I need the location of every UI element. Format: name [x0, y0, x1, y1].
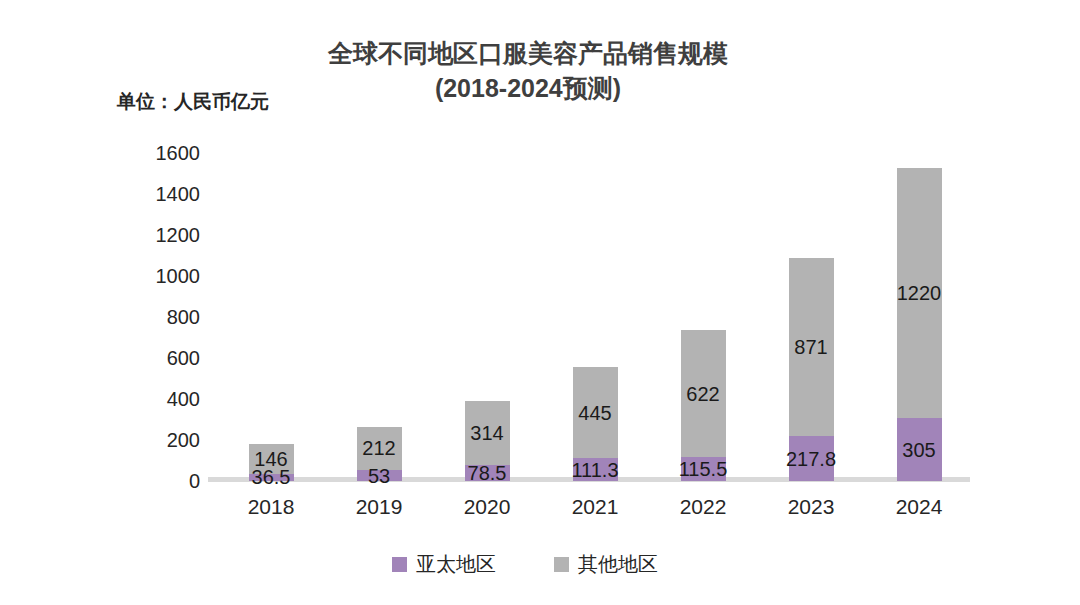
unit-label: 单位：人民币亿元 — [117, 89, 269, 115]
bar-value-2020-apac: 78.5 — [442, 461, 532, 485]
y-tick-label-1400: 1400 — [100, 182, 200, 206]
bar-value-2023-apac: 217.8 — [766, 447, 856, 471]
bar-value-2022-apac: 115.5 — [658, 457, 748, 481]
x-tick-label-2021: 2021 — [541, 495, 649, 519]
y-tick-label-0: 0 — [100, 469, 200, 493]
bar-value-2021-apac: 111.3 — [550, 458, 640, 482]
y-tick-label-600: 600 — [100, 346, 200, 370]
x-tick-label-2018: 2018 — [217, 495, 325, 519]
x-tick-label-2023: 2023 — [757, 495, 865, 519]
legend-item-other: 其他地区 — [554, 551, 658, 578]
y-tick-label-400: 400 — [100, 387, 200, 411]
chart-canvas: 全球不同地区口服美容产品销售规模 (2018-2024预测) 单位：人民币亿元 … — [0, 0, 1080, 605]
x-tick-label-2020: 2020 — [433, 495, 541, 519]
y-tick-label-1200: 1200 — [100, 223, 200, 247]
y-tick-label-1000: 1000 — [100, 264, 200, 288]
legend-swatch-icon — [554, 557, 569, 572]
legend-swatch-icon — [392, 557, 407, 572]
y-tick-label-800: 800 — [100, 305, 200, 329]
bar-value-2023-other: 871 — [766, 335, 856, 359]
bar-value-2021-other: 445 — [550, 401, 640, 425]
legend-item-apac: 亚太地区 — [392, 551, 496, 578]
x-tick-label-2022: 2022 — [649, 495, 757, 519]
bar-value-2018-other: 146 — [226, 447, 316, 471]
bar-value-2020-other: 314 — [442, 421, 532, 445]
bar-value-2024-other: 1220 — [874, 281, 964, 305]
legend-label: 其他地区 — [578, 551, 658, 578]
bar-value-2022-other: 622 — [658, 382, 748, 406]
legend: 亚太地区 其他地区 — [0, 551, 1050, 578]
x-tick-label-2019: 2019 — [325, 495, 433, 519]
x-tick-label-2024: 2024 — [865, 495, 973, 519]
bar-value-2019-other: 212 — [334, 436, 424, 460]
bar-value-2024-apac: 305 — [874, 438, 964, 462]
chart-title-line1: 全球不同地区口服美容产品销售规模 — [0, 36, 1056, 71]
y-tick-label-200: 200 — [100, 428, 200, 452]
legend-label: 亚太地区 — [416, 551, 496, 578]
bar-value-2019-apac: 53 — [334, 464, 424, 488]
y-tick-label-1600: 1600 — [100, 141, 200, 165]
